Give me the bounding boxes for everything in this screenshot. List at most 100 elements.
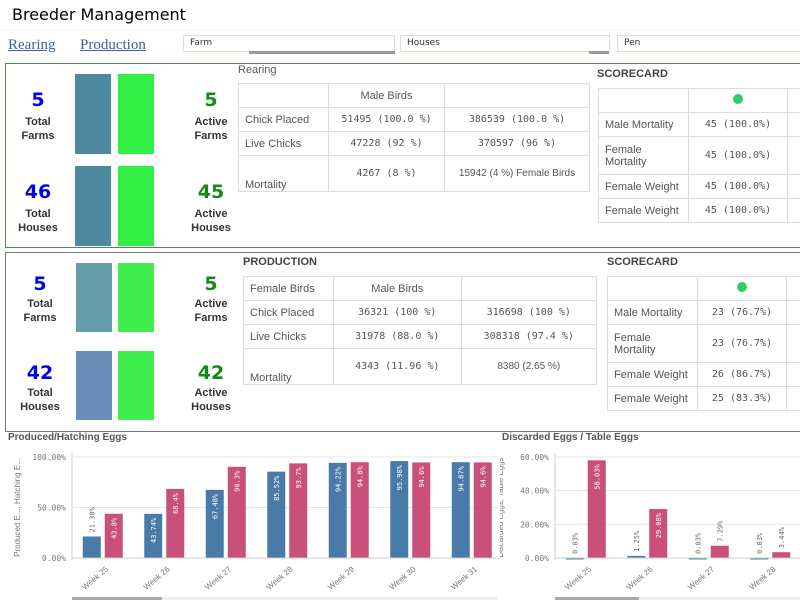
filter-farm-scrollbar[interactable]	[249, 51, 395, 54]
bar-series-2[interactable]	[649, 509, 668, 558]
value-cell: 15942 (4 %) Female Birds	[443, 155, 591, 192]
value-cell: 23 (76.7%)	[697, 324, 787, 363]
row-label: Female Weight	[598, 198, 689, 223]
bar-series-1[interactable]	[205, 489, 224, 558]
chart-scrollbar-thumb[interactable]	[72, 597, 162, 600]
chart-scroll-track[interactable]	[72, 597, 497, 600]
bar-series-2[interactable]	[710, 545, 729, 558]
bar-series-2[interactable]	[473, 462, 492, 558]
bar-series-1[interactable]	[82, 536, 101, 558]
empty-cell	[786, 300, 800, 325]
bar-series-1[interactable]	[627, 555, 646, 558]
green-status-dot-icon	[737, 282, 747, 292]
chart-discarded-title: Discarded Eggs / Table Eggs	[502, 432, 639, 443]
data-label: 1.25%	[633, 530, 641, 552]
filter-pen[interactable]: Pen	[617, 35, 800, 52]
header-cell: Male Birds	[328, 83, 445, 108]
bar-series-2[interactable]	[166, 488, 185, 558]
x-tick-label: Week 26	[142, 564, 172, 591]
value-cell: 45 (100.0%)	[688, 112, 788, 137]
row-label: Mortality	[238, 155, 329, 192]
scorecard-row: Female Weight 45 (100.0%)	[598, 198, 800, 223]
data-label: 94.22%	[335, 466, 343, 492]
bar-series-2[interactable]	[412, 462, 431, 558]
bar-series-2[interactable]	[104, 513, 123, 558]
header-cell	[443, 83, 591, 108]
data-label: 85.52%	[273, 475, 281, 501]
y-tick-label: 0.00%	[525, 554, 549, 563]
x-tick-label: Week 31	[449, 564, 479, 591]
value-cell: 23 (76.7%)	[697, 300, 787, 325]
data-label: 94.6%	[480, 466, 488, 488]
table-row: Mortality 4267 (8 %) 15942 (4 %) Female Bi…	[238, 155, 591, 192]
value-cell: 31978 (88.0 %)	[333, 324, 462, 349]
data-label: 58.03%	[594, 464, 602, 490]
header-cell	[688, 88, 788, 113]
chart-hatching: 0.00% 50.00% 100.00% Produced E..., Hatchin…	[13, 453, 497, 600]
production-scorecard-title: SCORECARD	[607, 256, 678, 268]
production-active-houses-label: Active Houses	[191, 387, 231, 413]
header-cell: Female Birds	[243, 276, 334, 301]
data-label: 43.74%	[150, 517, 158, 543]
header-cell	[787, 88, 800, 113]
empty-cell	[787, 198, 800, 223]
row-label: Live Chicks	[238, 131, 329, 156]
chart-scrollbar-thumb[interactable]	[555, 597, 639, 600]
data-label: 0.03%	[572, 532, 580, 554]
production-houses-active-block	[118, 351, 154, 420]
production-active-houses: 42	[197, 362, 225, 384]
value-cell: 4343 (11.96 %)	[333, 348, 462, 385]
filter-houses-scrollbar[interactable]	[589, 51, 609, 54]
data-label: 7.29%	[717, 520, 725, 542]
data-label: 68.4%	[172, 492, 180, 514]
bar-series-1[interactable]	[144, 513, 163, 558]
scorecard-row: Female Mortality 45 (100.0%)	[598, 136, 800, 175]
y-tick-label: 20.00%	[520, 520, 549, 529]
rearing-active-farms: 5	[204, 89, 218, 111]
bar-series-2[interactable]	[289, 463, 308, 558]
rearing-total-farms: 5	[31, 89, 45, 111]
data-label: 43.8%	[111, 517, 119, 539]
table-header-row: Male Birds	[238, 83, 591, 108]
rearing-farms-total-block	[75, 74, 111, 154]
y-tick-label: 40.00%	[520, 487, 549, 496]
rearing-houses-active-block	[118, 166, 154, 246]
bar-series-1[interactable]	[565, 557, 584, 560]
rearing-total-houses-label: Total Houses	[18, 208, 58, 234]
data-label: 3.44%	[778, 526, 786, 548]
rearing-total-farms-label: Total Farms	[21, 116, 55, 142]
green-status-dot-icon	[733, 94, 743, 104]
bar-series-2[interactable]	[772, 552, 791, 558]
production-total-houses-label: Total Houses	[20, 387, 60, 413]
x-tick-label: Week 29	[326, 564, 356, 591]
rearing-active-houses-label: Active Houses	[191, 208, 231, 234]
header-cell	[460, 276, 598, 301]
chart-scroll-track[interactable]	[555, 597, 800, 600]
nav-rearing[interactable]: Rearing	[8, 37, 56, 53]
header-cell	[786, 276, 800, 301]
bar-series-2[interactable]	[350, 462, 369, 558]
header-divider	[0, 30, 800, 31]
app-title: Breeder Management	[12, 5, 186, 24]
x-tick-label: Week 28	[748, 564, 778, 591]
rearing-scorecard-title: SCORECARD	[597, 68, 668, 80]
x-tick-label: Week 28	[265, 564, 295, 591]
bar-series-2[interactable]	[227, 466, 246, 558]
bar-series-1[interactable]	[750, 557, 769, 560]
value-cell: 25 (83.3%)	[697, 386, 787, 411]
production-total-farms-label: Total Farms	[23, 298, 57, 324]
value-cell: 308318 (97.4 %)	[460, 324, 598, 349]
bar-series-1[interactable]	[688, 557, 707, 560]
filter-houses[interactable]: Houses	[400, 35, 610, 54]
bar-series-1[interactable]	[267, 471, 286, 558]
chart-discarded: 0.00% 20.00% 40.00% 60.00% Discarded Eggs, T…	[500, 453, 800, 600]
bar-series-1[interactable]	[451, 462, 470, 558]
production-total-farms: 5	[33, 273, 47, 295]
bar-series-1[interactable]	[390, 461, 409, 558]
filter-farm[interactable]: Farm	[183, 35, 395, 54]
bar-series-2[interactable]	[587, 460, 606, 558]
bar-series-1[interactable]	[328, 462, 347, 558]
nav-production[interactable]: Production	[80, 37, 146, 53]
production-farms-active-block	[118, 263, 154, 332]
rearing-panel	[5, 63, 800, 248]
